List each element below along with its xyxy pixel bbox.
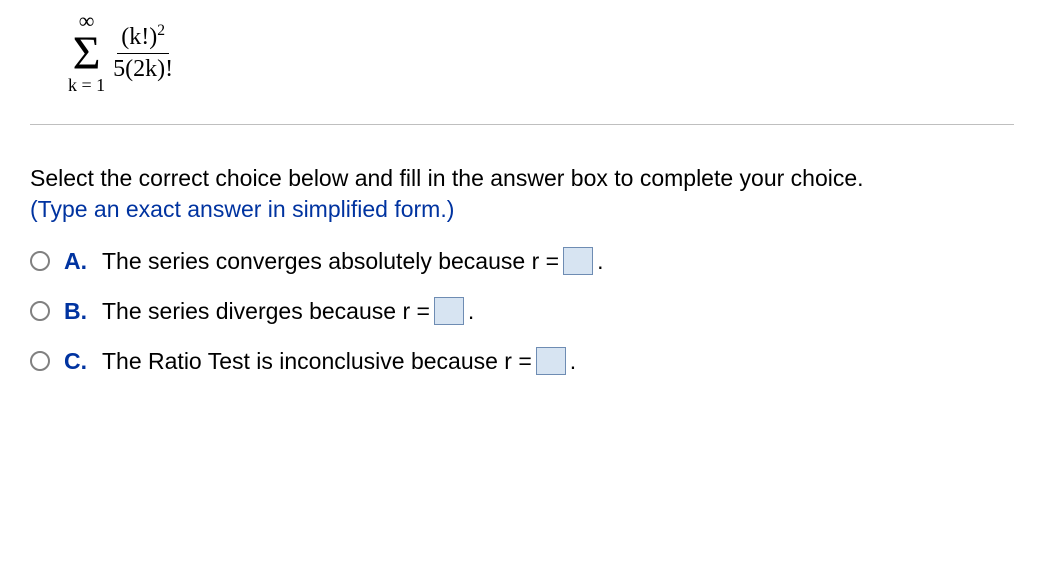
choice-b[interactable]: B. The series diverges because r = . [30, 297, 1014, 325]
choice-b-label: B. [64, 298, 88, 325]
choice-b-suffix: . [468, 298, 474, 325]
hint-text: (Type an exact answer in simplified form… [30, 196, 1014, 223]
choice-c-label: C. [64, 348, 88, 375]
fraction: (k!)2 5(2k)! [113, 22, 173, 82]
sigma-symbol: Σ [73, 30, 101, 78]
series-formula: ∞ Σ k = 1 (k!)2 5(2k)! [68, 10, 1014, 94]
choice-c-input[interactable] [536, 347, 566, 375]
choice-b-prefix: The series diverges because r = [102, 298, 430, 325]
choice-c[interactable]: C. The Ratio Test is inconclusive becaus… [30, 347, 1014, 375]
choice-a[interactable]: A. The series converges absolutely becau… [30, 247, 1014, 275]
choice-c-prefix: The Ratio Test is inconclusive because r… [102, 348, 532, 375]
sigma-lower-limit: k = 1 [68, 76, 105, 94]
choice-b-text: The series diverges because r = . [102, 297, 474, 325]
sigma-block: ∞ Σ k = 1 [68, 10, 105, 94]
fraction-denominator: 5(2k)! [113, 54, 173, 82]
numerator-exponent: 2 [157, 22, 165, 39]
choice-c-text: The Ratio Test is inconclusive because r… [102, 347, 576, 375]
choice-c-suffix: . [570, 348, 576, 375]
fraction-numerator: (k!)2 [117, 22, 169, 53]
choice-a-text: The series converges absolutely because … [102, 247, 603, 275]
choice-list: A. The series converges absolutely becau… [30, 247, 1014, 375]
choice-a-label: A. [64, 248, 88, 275]
numerator-base: (k!) [121, 24, 157, 50]
section-divider [30, 124, 1014, 125]
radio-c[interactable] [30, 351, 50, 371]
radio-b[interactable] [30, 301, 50, 321]
choice-b-input[interactable] [434, 297, 464, 325]
radio-a[interactable] [30, 251, 50, 271]
question-container: ∞ Σ k = 1 (k!)2 5(2k)! Select the correc… [0, 0, 1044, 375]
choice-a-suffix: . [597, 248, 603, 275]
choice-a-input[interactable] [563, 247, 593, 275]
instruction-text: Select the correct choice below and fill… [30, 165, 1014, 192]
choice-a-prefix: The series converges absolutely because … [102, 248, 559, 275]
